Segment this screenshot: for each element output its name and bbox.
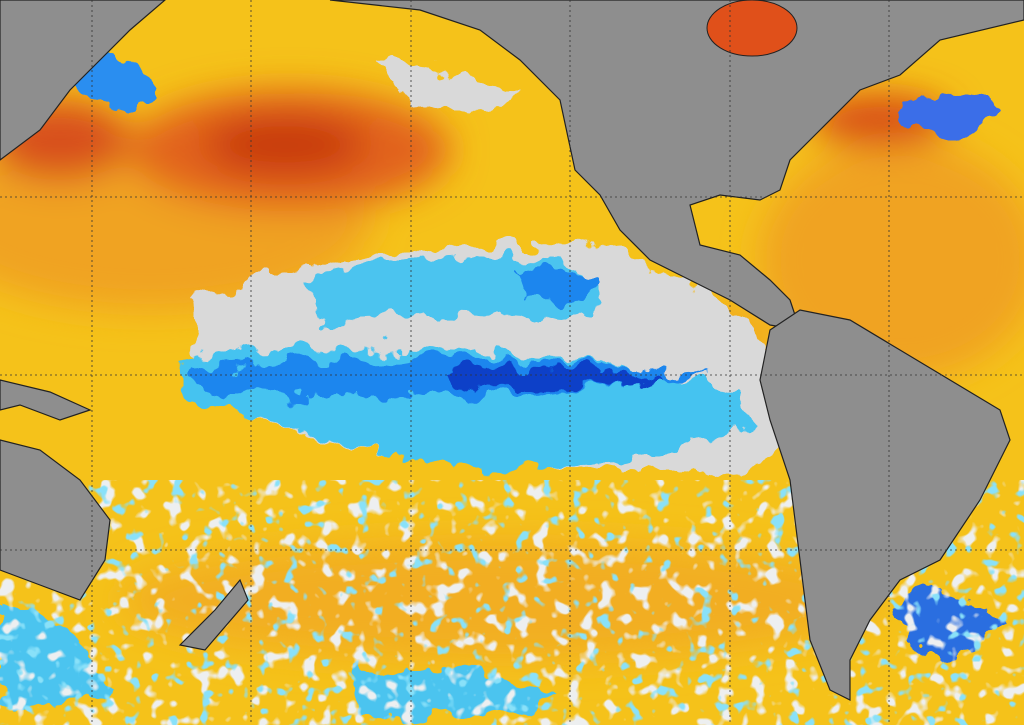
- new-zealand: [178, 578, 249, 651]
- indonesia: [0, 379, 92, 421]
- south-america: [759, 309, 1011, 701]
- land: [0, 0, 1024, 701]
- hudson-bay: [706, 0, 798, 57]
- asia: [0, 0, 166, 161]
- australia: [0, 439, 111, 601]
